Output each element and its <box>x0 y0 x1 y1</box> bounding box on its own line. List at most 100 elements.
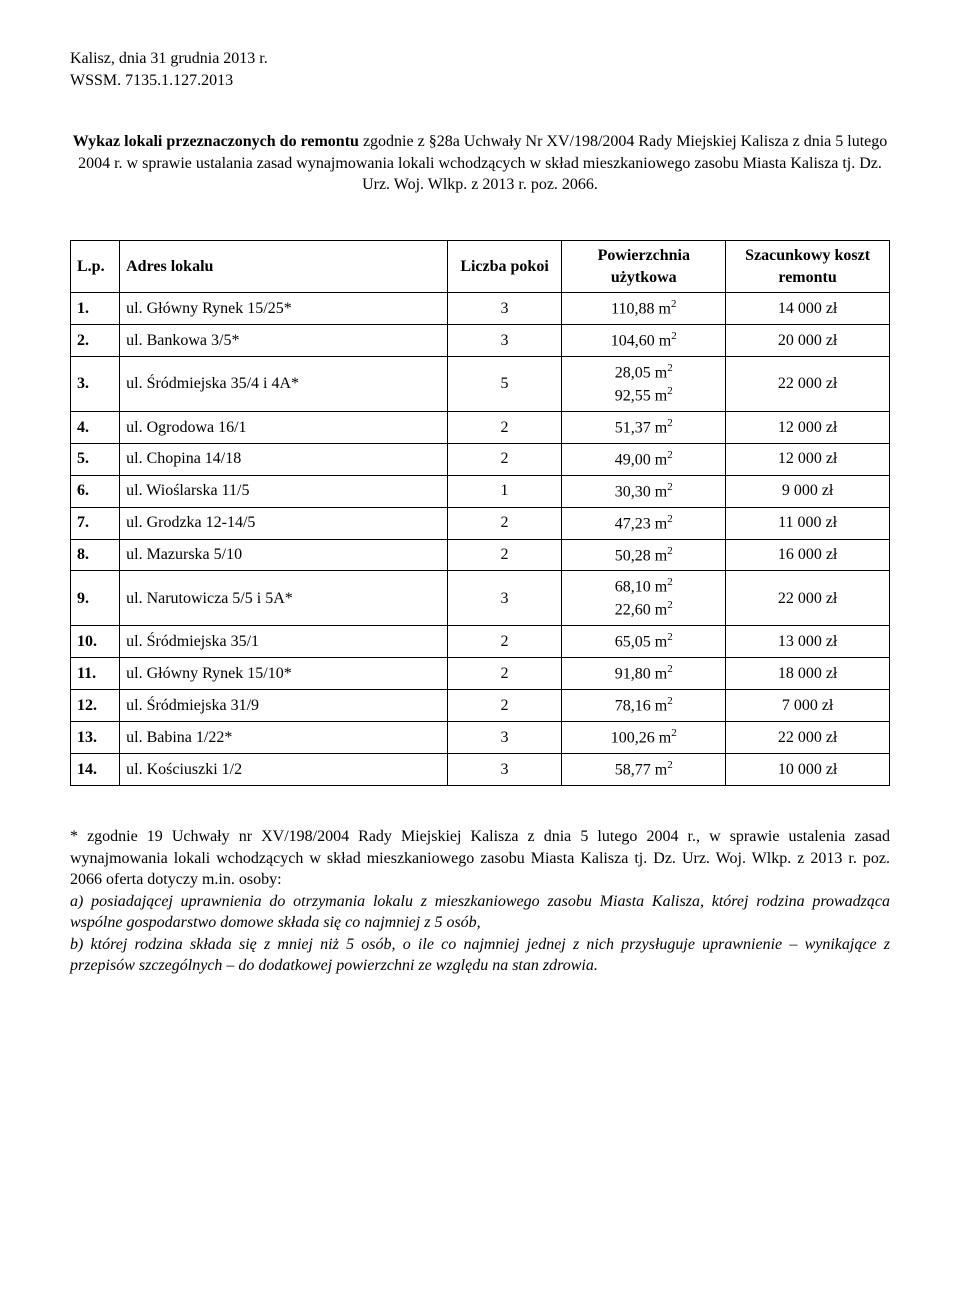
table-row: 1.ul. Główny Rynek 15/25*3110,88 m214 00… <box>71 293 890 325</box>
cell-area-line: 92,55 m2 <box>568 384 719 407</box>
cell-area-sup: 2 <box>671 727 677 739</box>
col-header-lp: L.p. <box>71 240 120 292</box>
cell-area-line: 50,28 m2 <box>568 544 719 567</box>
cell-lp: 6. <box>71 475 120 507</box>
cell-area: 78,16 m2 <box>562 690 726 722</box>
cell-area-sup: 2 <box>667 362 673 374</box>
cell-cost: 12 000 zł <box>726 443 890 475</box>
cell-area: 50,28 m2 <box>562 539 726 571</box>
table-row: 6.ul. Wioślarska 11/5130,30 m29 000 zł <box>71 475 890 507</box>
cell-area-sup: 2 <box>667 417 673 429</box>
cell-address: ul. Śródmiejska 35/4 i 4A* <box>120 357 448 412</box>
cell-area: 65,05 m2 <box>562 626 726 658</box>
place-and-date: Kalisz, dnia 31 grudnia 2013 r. <box>70 48 890 70</box>
table-row: 5.ul. Chopina 14/18249,00 m212 000 zł <box>71 443 890 475</box>
cell-area: 30,30 m2 <box>562 475 726 507</box>
table-row: 3.ul. Śródmiejska 35/4 i 4A*528,05 m292,… <box>71 357 890 412</box>
cell-cost: 22 000 zł <box>726 722 890 754</box>
cell-address: ul. Śródmiejska 31/9 <box>120 690 448 722</box>
cell-lp: 2. <box>71 325 120 357</box>
cell-rooms: 2 <box>447 443 562 475</box>
cell-area-sup: 2 <box>667 695 673 707</box>
cell-area-line: 22,60 m2 <box>568 598 719 621</box>
intro-paragraph: Wykaz lokali przeznaczonych do remontu z… <box>70 131 890 196</box>
cell-cost: 10 000 zł <box>726 753 890 785</box>
cell-area-line: 51,37 m2 <box>568 416 719 439</box>
cell-area-sup: 2 <box>671 330 677 342</box>
cell-rooms: 5 <box>447 357 562 412</box>
cell-area: 49,00 m2 <box>562 443 726 475</box>
cell-rooms: 3 <box>447 571 562 626</box>
cell-lp: 1. <box>71 293 120 325</box>
cell-cost: 13 000 zł <box>726 626 890 658</box>
table-row: 7.ul. Grodzka 12-14/5247,23 m211 000 zł <box>71 507 890 539</box>
cell-area-line: 104,60 m2 <box>568 329 719 352</box>
table-row: 9.ul. Narutowicza 5/5 i 5A*368,10 m222,6… <box>71 571 890 626</box>
cell-area-line: 91,80 m2 <box>568 662 719 685</box>
cell-address: ul. Śródmiejska 35/1 <box>120 626 448 658</box>
cell-area-sup: 2 <box>667 759 673 771</box>
cell-address: ul. Wioślarska 11/5 <box>120 475 448 507</box>
cell-cost: 16 000 zł <box>726 539 890 571</box>
cell-address: ul. Mazurska 5/10 <box>120 539 448 571</box>
cell-area-line: 58,77 m2 <box>568 758 719 781</box>
cell-rooms: 3 <box>447 293 562 325</box>
cell-area-line: 78,16 m2 <box>568 694 719 717</box>
table-row: 12.ul. Śródmiejska 31/9278,16 m27 000 zł <box>71 690 890 722</box>
cell-area: 91,80 m2 <box>562 658 726 690</box>
cell-area-line: 68,10 m2 <box>568 575 719 598</box>
cell-area: 100,26 m2 <box>562 722 726 754</box>
footnote-block: * zgodnie 19 Uchwały nr XV/198/2004 Rady… <box>70 826 890 977</box>
table-row: 8.ul. Mazurska 5/10250,28 m216 000 zł <box>71 539 890 571</box>
cell-area-sup: 2 <box>667 513 673 525</box>
cell-area-sup: 2 <box>667 545 673 557</box>
cell-cost: 22 000 zł <box>726 357 890 412</box>
table-header-row: L.p. Adres lokalu Liczba pokoi Powierzch… <box>71 240 890 292</box>
cell-area: 68,10 m222,60 m2 <box>562 571 726 626</box>
col-header-cost: Szacunkowy koszt remontu <box>726 240 890 292</box>
col-header-addr: Adres lokalu <box>120 240 448 292</box>
cell-address: ul. Ogrodowa 16/1 <box>120 411 448 443</box>
cell-area-sup: 2 <box>667 481 673 493</box>
cell-area-line: 47,23 m2 <box>568 512 719 535</box>
cell-cost: 22 000 zł <box>726 571 890 626</box>
cell-address: ul. Chopina 14/18 <box>120 443 448 475</box>
cell-area-sup: 2 <box>667 631 673 643</box>
cell-rooms: 3 <box>447 753 562 785</box>
cell-rooms: 1 <box>447 475 562 507</box>
cell-lp: 9. <box>71 571 120 626</box>
cell-lp: 7. <box>71 507 120 539</box>
cell-area-sup: 2 <box>667 449 673 461</box>
cell-area-line: 65,05 m2 <box>568 630 719 653</box>
cell-lp: 12. <box>71 690 120 722</box>
cell-cost: 7 000 zł <box>726 690 890 722</box>
cell-lp: 8. <box>71 539 120 571</box>
cell-address: ul. Główny Rynek 15/10* <box>120 658 448 690</box>
cell-cost: 9 000 zł <box>726 475 890 507</box>
cell-rooms: 3 <box>447 325 562 357</box>
cell-lp: 4. <box>71 411 120 443</box>
cell-rooms: 2 <box>447 626 562 658</box>
cell-address: ul. Grodzka 12-14/5 <box>120 507 448 539</box>
cell-rooms: 2 <box>447 411 562 443</box>
cell-address: ul. Babina 1/22* <box>120 722 448 754</box>
table-row: 4.ul. Ogrodowa 16/1251,37 m212 000 zł <box>71 411 890 443</box>
footnote-intro: * zgodnie 19 Uchwały nr XV/198/2004 Rady… <box>70 826 890 891</box>
cell-rooms: 2 <box>447 658 562 690</box>
cell-lp: 11. <box>71 658 120 690</box>
cell-address: ul. Bankowa 3/5* <box>120 325 448 357</box>
cell-area: 104,60 m2 <box>562 325 726 357</box>
cell-rooms: 2 <box>447 690 562 722</box>
cell-lp: 3. <box>71 357 120 412</box>
cell-lp: 13. <box>71 722 120 754</box>
cell-area-line: 110,88 m2 <box>568 297 719 320</box>
table-row: 14.ul. Kościuszki 1/2358,77 m210 000 zł <box>71 753 890 785</box>
cell-cost: 18 000 zł <box>726 658 890 690</box>
cell-address: ul. Narutowicza 5/5 i 5A* <box>120 571 448 626</box>
cell-area-line: 100,26 m2 <box>568 726 719 749</box>
cell-area: 47,23 m2 <box>562 507 726 539</box>
table-row: 2.ul. Bankowa 3/5*3104,60 m220 000 zł <box>71 325 890 357</box>
cell-area: 28,05 m292,55 m2 <box>562 357 726 412</box>
cell-rooms: 2 <box>447 539 562 571</box>
document-header: Kalisz, dnia 31 grudnia 2013 r. WSSM. 71… <box>70 48 890 91</box>
